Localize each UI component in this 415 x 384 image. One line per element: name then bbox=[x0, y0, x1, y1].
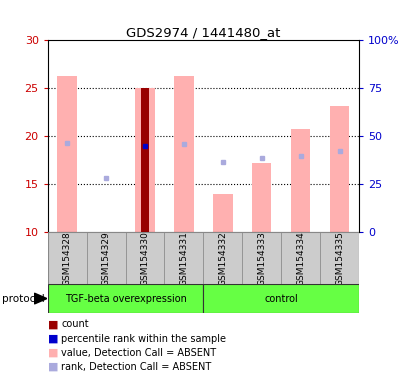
Text: GSM154333: GSM154333 bbox=[257, 231, 266, 286]
Bar bbox=[330, 106, 349, 232]
Text: GSM154329: GSM154329 bbox=[102, 231, 110, 286]
Bar bbox=[242, 232, 281, 284]
Text: value, Detection Call = ABSENT: value, Detection Call = ABSENT bbox=[61, 348, 216, 358]
Bar bbox=[291, 129, 310, 232]
Bar bbox=[320, 232, 359, 284]
Text: GSM154334: GSM154334 bbox=[296, 231, 305, 286]
Text: count: count bbox=[61, 319, 89, 329]
Bar bbox=[213, 194, 232, 232]
Text: TGF-beta overexpression: TGF-beta overexpression bbox=[65, 293, 186, 304]
Text: ■: ■ bbox=[48, 319, 58, 329]
Bar bbox=[164, 232, 203, 284]
Bar bbox=[281, 232, 320, 284]
Title: GDS2974 / 1441480_at: GDS2974 / 1441480_at bbox=[126, 26, 281, 39]
Text: rank, Detection Call = ABSENT: rank, Detection Call = ABSENT bbox=[61, 362, 211, 372]
Text: ■: ■ bbox=[48, 362, 58, 372]
Bar bbox=[48, 284, 203, 313]
Text: percentile rank within the sample: percentile rank within the sample bbox=[61, 334, 226, 344]
Text: GSM154330: GSM154330 bbox=[141, 231, 149, 286]
Text: GSM154332: GSM154332 bbox=[218, 231, 227, 286]
Polygon shape bbox=[34, 293, 47, 304]
Text: protocol: protocol bbox=[2, 294, 45, 304]
Bar bbox=[57, 76, 77, 232]
Text: control: control bbox=[264, 293, 298, 304]
Bar bbox=[141, 88, 149, 232]
Bar bbox=[203, 232, 242, 284]
Text: ■: ■ bbox=[48, 348, 58, 358]
Text: GSM154328: GSM154328 bbox=[63, 231, 72, 286]
Bar bbox=[125, 232, 164, 284]
Bar bbox=[174, 76, 194, 232]
Bar bbox=[252, 163, 271, 232]
Bar bbox=[135, 88, 155, 232]
Text: GSM154331: GSM154331 bbox=[179, 231, 188, 286]
Text: ■: ■ bbox=[48, 334, 58, 344]
Bar bbox=[48, 232, 87, 284]
Text: GSM154335: GSM154335 bbox=[335, 231, 344, 286]
Bar bbox=[203, 284, 359, 313]
Bar bbox=[87, 232, 125, 284]
